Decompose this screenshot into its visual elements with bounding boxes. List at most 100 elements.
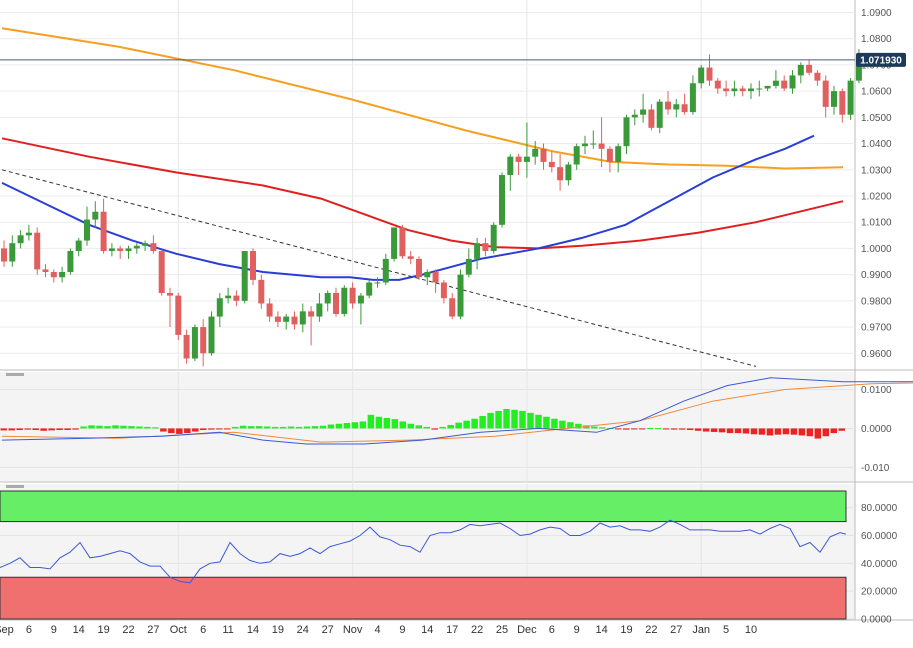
macd-histogram-bar [615, 428, 622, 430]
rsi-y-tick: 40.0000 [861, 559, 898, 570]
macd-histogram-bar [710, 428, 718, 432]
x-axis-label: Oct [170, 624, 187, 636]
macd-histogram-bar [399, 421, 407, 429]
price-y-tick: 0.9700 [861, 323, 892, 334]
price-y-tick: 1.0800 [861, 34, 892, 45]
x-axis-label: 25 [496, 624, 508, 636]
candle-body [216, 298, 223, 317]
macd-histogram-bar [96, 425, 103, 429]
candle-body [399, 227, 406, 257]
macd-histogram-bar [319, 425, 327, 429]
x-axis-label: Dec [517, 624, 537, 636]
candle-body [822, 80, 829, 107]
candle-body [499, 175, 505, 225]
macd-histogram-bar [303, 426, 311, 429]
macd-histogram-bar [200, 428, 207, 431]
price-y-tick: 1.0300 [861, 165, 892, 176]
candle-body [125, 248, 132, 252]
macd-histogram-bar [383, 417, 391, 429]
macd-histogram-bar [295, 426, 303, 429]
macd-histogram-bar [112, 425, 119, 429]
macd-histogram-bar [423, 426, 430, 429]
rsi-bands [0, 490, 847, 620]
macd-histogram-bar [694, 428, 702, 431]
x-axis-label: 22 [645, 624, 657, 636]
candle-body [25, 232, 32, 236]
macd-histogram-bar [391, 419, 399, 429]
price-y-tick: 0.9900 [861, 270, 892, 281]
macd-histogram-bar [104, 426, 111, 429]
candle-body [515, 156, 522, 162]
macd-histogram-bar [184, 428, 191, 434]
macd-histogram-bar [551, 418, 558, 429]
candle-body [233, 295, 240, 301]
candle-body [648, 109, 655, 128]
last-price-badge [856, 52, 906, 67]
candle-body [698, 67, 705, 84]
last-price-marker: 1.071930 [0, 52, 906, 67]
candle-body [831, 91, 837, 107]
price-y-tick: 0.9800 [861, 296, 892, 307]
candle-body [167, 292, 173, 296]
candle-body [34, 232, 41, 270]
macd-histogram-bar [215, 428, 223, 430]
macd-histogram-bar [8, 428, 15, 431]
y-axis-ticks: 1.09001.08001.07001.06001.05001.04001.03… [861, 8, 898, 626]
macd-histogram-bar [375, 416, 383, 429]
macd-histogram-bar [72, 428, 79, 430]
candle-body [250, 251, 256, 280]
candle-body [59, 272, 66, 278]
candle-body [814, 72, 821, 81]
macd-histogram-bar [734, 428, 742, 434]
trendline [1, 169, 757, 367]
macd-histogram-bar [766, 428, 774, 436]
macd-histogram-bar [439, 426, 446, 429]
candle-body [183, 334, 190, 359]
candle-body [465, 258, 472, 275]
macd-histogram-bar [662, 428, 670, 430]
price-y-tick: 1.0500 [861, 113, 892, 124]
macd-histogram-bar [343, 422, 351, 429]
macd-drag-handle[interactable] [6, 373, 24, 376]
macd-histogram-bar [814, 428, 822, 439]
price-y-tick: 1.0100 [861, 218, 892, 229]
rsi-drag-handle[interactable] [6, 485, 24, 488]
x-axis-label: 19 [620, 624, 632, 636]
x-axis-label: Sep [0, 624, 14, 636]
candle-body [847, 80, 854, 115]
candle-body [557, 167, 564, 181]
macd-histogram-bar [838, 428, 845, 431]
macd-histogram-bar [128, 426, 135, 429]
macd-histogram-bar [415, 425, 422, 429]
macd-y-tick: 0.0100 [861, 385, 892, 396]
macd-histogram-bar [32, 428, 39, 431]
candle-body [665, 101, 671, 110]
candle-body [133, 245, 140, 249]
candle-body [532, 148, 539, 157]
macd-histogram-bar [686, 428, 694, 431]
candle-body [474, 243, 481, 259]
macd-histogram-bar [255, 426, 263, 429]
x-axis-label: Jan [692, 624, 710, 636]
macd-histogram-bar [327, 424, 335, 429]
candle-body [17, 235, 24, 244]
candle-body [175, 295, 182, 335]
candle-body [9, 243, 16, 262]
price-y-tick: 1.0200 [861, 191, 892, 202]
macd-histogram-bar [48, 428, 55, 431]
macd-histogram-bar [471, 418, 478, 429]
macd-histogram-bar [192, 428, 199, 432]
macd-histogram-bar [519, 410, 526, 429]
macd-histogram-bar [774, 428, 782, 435]
x-axis-label: 9 [399, 624, 405, 636]
panel-backgrounds [0, 0, 913, 621]
macd-histogram-bar [431, 428, 438, 430]
macd-indicator [0, 377, 913, 445]
macd-histogram-bar [120, 425, 127, 429]
x-axis-label: Nov [343, 624, 363, 636]
rsi-y-tick: 20.0000 [861, 587, 898, 598]
macd-histogram-bar [311, 426, 319, 429]
macd-histogram-bar [830, 428, 838, 434]
macd-histogram-bar [56, 428, 63, 431]
candle-body [391, 227, 398, 259]
